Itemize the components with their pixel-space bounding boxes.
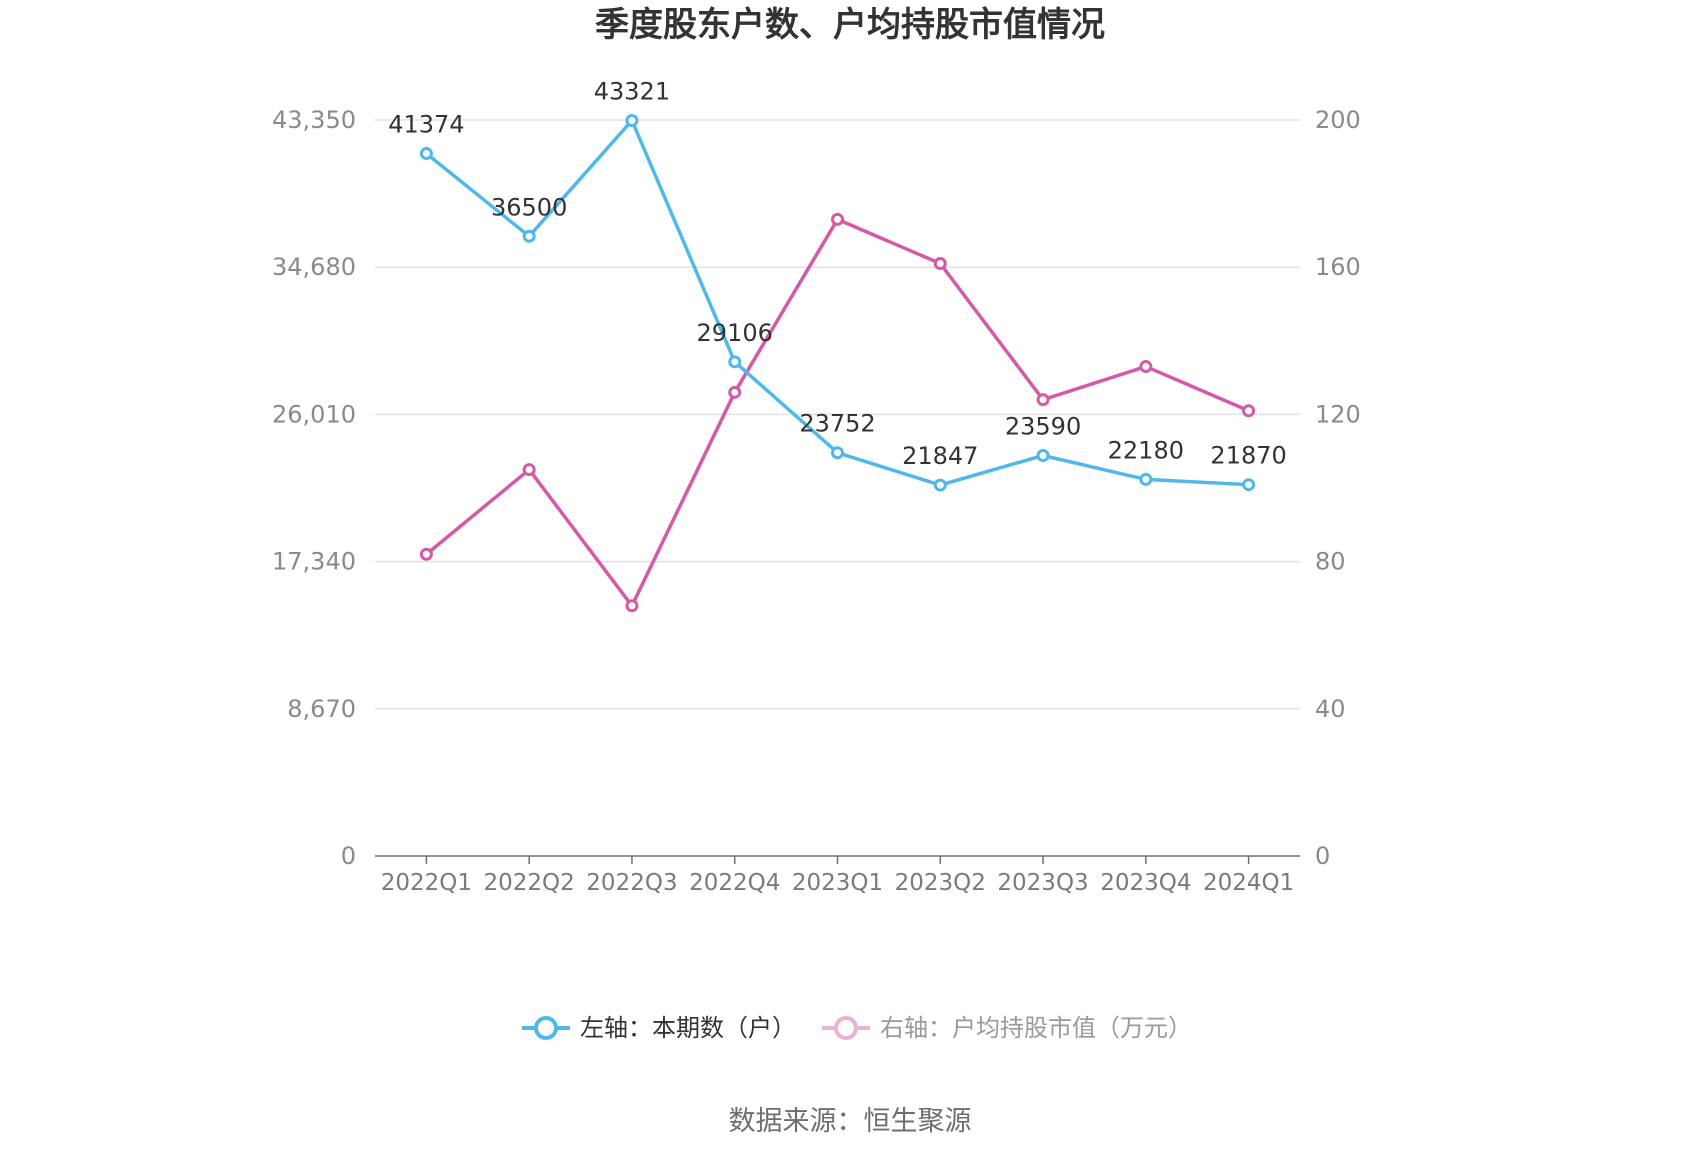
data-label: 21847 xyxy=(902,442,978,470)
point-right xyxy=(1139,360,1153,374)
left-tick-label: 8,670 xyxy=(287,695,356,723)
point-left xyxy=(933,478,947,492)
left-tick-label: 0 xyxy=(341,842,356,870)
right-tick-label: 40 xyxy=(1315,695,1346,723)
right-tick-label: 160 xyxy=(1315,253,1361,281)
point-right xyxy=(728,385,742,399)
data-label: 21870 xyxy=(1210,442,1286,470)
point-right xyxy=(1036,393,1050,407)
legend-left-label: 左轴：本期数（户） xyxy=(580,1014,796,1042)
x-axis: 2022Q1 2022Q2 2022Q3 2022Q4 2023Q1 2023Q2 2023… xyxy=(375,855,1300,896)
right-tick-label: 0 xyxy=(1315,842,1330,870)
point-left xyxy=(419,147,433,161)
point-left xyxy=(1242,478,1256,492)
x-tick-label: 2024Q1 xyxy=(1203,870,1294,896)
point-right xyxy=(1242,404,1256,418)
data-label: 41374 xyxy=(388,111,464,139)
point-right xyxy=(419,547,433,561)
point-left xyxy=(625,113,639,127)
data-label: 43321 xyxy=(594,77,670,105)
left-tick-label: 34,680 xyxy=(272,253,356,281)
left-tick-label: 17,340 xyxy=(272,548,356,576)
point-left xyxy=(831,446,844,460)
right-tick-label: 120 xyxy=(1315,400,1361,428)
x-tick-label: 2023Q4 xyxy=(1100,870,1191,896)
point-left xyxy=(1139,472,1153,486)
legend: 左轴：本期数（户） 右轴：户均持股市值（万元） xyxy=(522,1014,1192,1042)
point-left xyxy=(1036,448,1050,462)
right-axis-ticks: 0 40 80 120 160 200 xyxy=(1315,106,1361,870)
data-label: 23752 xyxy=(799,410,875,438)
x-tick-label: 2022Q4 xyxy=(689,870,780,896)
data-source: 数据来源：恒生聚源 xyxy=(729,1106,972,1137)
legend-item-left[interactable]: 左轴：本期数（户） xyxy=(522,1014,796,1042)
series-points xyxy=(419,113,1256,613)
legend-left-marker-icon xyxy=(534,1016,558,1040)
point-right xyxy=(625,599,639,613)
legend-right-label: 右轴：户均持股市值（万元） xyxy=(880,1014,1192,1042)
data-label: 36500 xyxy=(491,193,567,221)
data-labels: 41374 36500 43321 29106 23752 21847 23590 22180… xyxy=(388,77,1287,470)
point-right xyxy=(522,463,536,477)
data-label: 22180 xyxy=(1108,436,1184,464)
x-tick-label: 2023Q1 xyxy=(792,870,883,896)
x-tick-label: 2022Q3 xyxy=(586,870,677,896)
right-tick-label: 200 xyxy=(1315,106,1361,134)
legend-right-marker-icon xyxy=(834,1016,858,1040)
left-tick-label: 26,010 xyxy=(272,400,356,428)
x-tick-label: 2022Q2 xyxy=(484,870,575,896)
point-left xyxy=(522,229,536,243)
x-tick-label: 2023Q2 xyxy=(895,870,986,896)
left-tick-label: 43,350 xyxy=(272,106,356,134)
chart-title: 季度股东户数、户均持股市值情况 xyxy=(595,5,1105,45)
right-tick-label: 80 xyxy=(1315,548,1346,576)
grid-lines xyxy=(375,119,1300,710)
x-tick-label: 2022Q1 xyxy=(381,870,472,896)
legend-item-right[interactable]: 右轴：户均持股市值（万元） xyxy=(822,1014,1192,1042)
data-label: 29106 xyxy=(697,319,773,347)
point-right xyxy=(831,212,844,226)
point-left xyxy=(728,355,742,369)
data-label: 23590 xyxy=(1005,412,1081,440)
x-tick-label: 2023Q3 xyxy=(997,870,1088,896)
point-right xyxy=(933,257,947,271)
left-axis-ticks: 0 8,670 17,340 26,010 34,680 43,350 xyxy=(272,106,356,870)
